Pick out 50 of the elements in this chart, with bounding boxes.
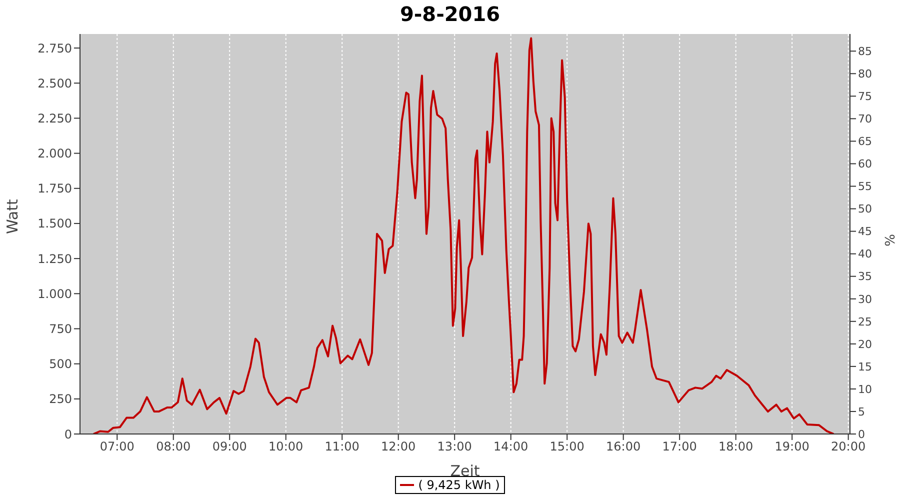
y-tick-label: 2.500: [38, 76, 72, 90]
y-tick-label: 250: [49, 392, 72, 406]
x-tick-label: 10:00: [268, 440, 304, 454]
y-tick-label: 2.000: [38, 146, 72, 161]
x-tick-label: 14:00: [494, 440, 528, 454]
y2-tick-label: 20: [858, 338, 872, 351]
y2-tick-label: 40: [858, 248, 872, 261]
y2-tick-label: 75: [858, 90, 872, 104]
y2-tick-label: 25: [858, 315, 872, 328]
x-axis-title: Zeit: [450, 462, 480, 480]
y2-tick-label: 10: [858, 382, 872, 396]
y-tick-label: 1.500: [38, 216, 72, 231]
y2-tick-label: 15: [858, 360, 872, 374]
legend-label: ( 9,425 kWh ): [418, 478, 500, 492]
x-tick-label: 15:00: [550, 440, 584, 454]
x-tick-label: 13:00: [437, 440, 472, 454]
y-tick-label: 750: [49, 322, 72, 336]
x-tick-label: 07:00: [100, 440, 134, 454]
y-tick-label: 1.750: [38, 182, 72, 196]
y-axis-title: Watt: [3, 199, 22, 234]
x-tick-label: 20:00: [831, 440, 866, 454]
line-series: [92, 37, 835, 434]
y-tick-label: 1.000: [38, 286, 72, 301]
y2-tick-label: 70: [858, 112, 872, 126]
y2-tick-label: 60: [858, 158, 872, 171]
x-tick-label: 09:00: [212, 440, 247, 454]
y-tick-label: 500: [49, 357, 72, 372]
y2-tick-label: 45: [858, 225, 872, 238]
x-tick-label: 12:00: [381, 440, 416, 454]
y2-tick-label: 0: [858, 428, 865, 441]
x-tick-label: 16:00: [606, 440, 641, 454]
chart-title: 9-8-2016: [398, 2, 502, 26]
y-tick-label: 0: [64, 427, 72, 442]
x-tick-label: 08:00: [156, 440, 191, 454]
y2-tick-label: 30: [858, 292, 872, 306]
x-tick-label: 11:00: [324, 440, 360, 454]
y2-axis-title: %: [884, 234, 899, 246]
x-tick-label: 18:00: [718, 440, 754, 454]
y-tick-label: 2.750: [38, 41, 72, 56]
y-tick-label: 1.250: [38, 252, 72, 266]
x-tick-label: 17:00: [662, 440, 697, 454]
y2-tick-label: 85: [858, 45, 872, 58]
y2-tick-label: 65: [858, 135, 872, 148]
y2-tick-label: 80: [858, 68, 872, 81]
y2-tick-label: 35: [858, 270, 872, 284]
y2-tick-label: 5: [858, 405, 865, 418]
y-tick-label: 2.250: [38, 111, 72, 126]
x-tick-label: 19:00: [774, 440, 810, 454]
y2-tick-label: 55: [858, 180, 872, 194]
y2-tick-label: 50: [858, 202, 872, 216]
